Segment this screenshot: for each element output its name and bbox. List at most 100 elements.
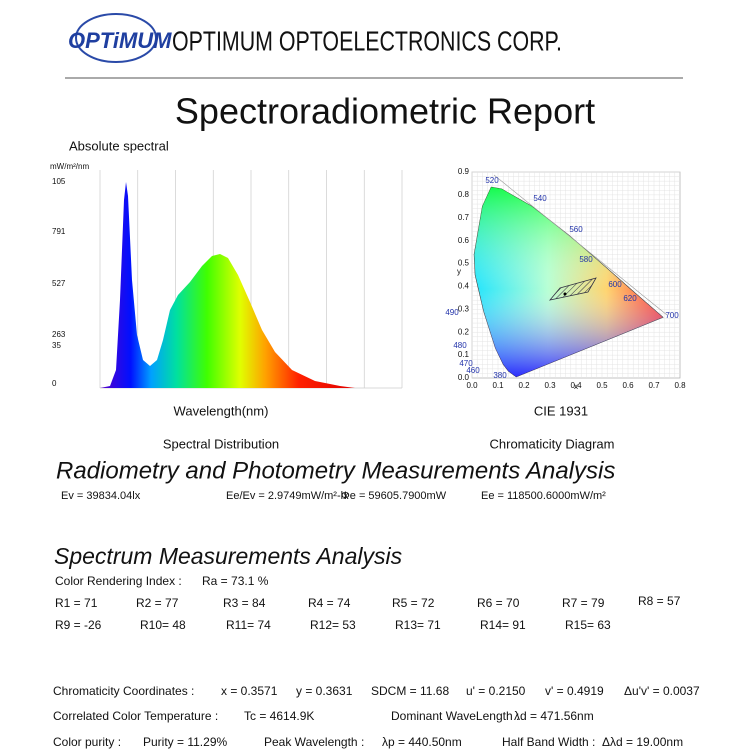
ra-value: Ra = 73.1 % bbox=[202, 574, 269, 588]
y-tick-label: 35 bbox=[52, 341, 61, 350]
y-tick-label: 0.3 bbox=[458, 304, 470, 313]
purity-label: Color purity : bbox=[53, 735, 121, 749]
y-tick-label: 0.4 bbox=[458, 282, 470, 291]
hbw-value: Δλd = 19.00nm bbox=[602, 735, 683, 749]
y-tick-label: 0.9 bbox=[458, 167, 470, 176]
chromaticity-label: Chromaticity Coordinates : bbox=[53, 684, 194, 698]
radiometry-value: Ev = 39834.04lx bbox=[61, 490, 141, 502]
spectral-unit: mW/m²/nm bbox=[50, 162, 89, 171]
r-value: R6 = 70 bbox=[477, 596, 520, 610]
spectral-title: Absolute spectral bbox=[69, 138, 169, 153]
cct-value: Tc = 4614.9K bbox=[244, 709, 314, 723]
y-tick-label: 0.7 bbox=[458, 213, 470, 222]
x-tick-label: 0.0 bbox=[466, 381, 478, 390]
chromaticity-value: SDCM = 11.68 bbox=[371, 684, 449, 698]
y-tick-label: 105 bbox=[52, 177, 66, 186]
wavelength-label: 620 bbox=[623, 294, 637, 303]
r-values: R1 = 71 R2 = 77 R3 = 84 R4 = 74 R5 = 72 R6 = … bbox=[55, 594, 681, 632]
cie-caption: Chromaticity Diagram bbox=[490, 436, 615, 451]
wavelength-label: 600 bbox=[608, 280, 622, 289]
logo-swoosh bbox=[75, 13, 157, 63]
r-value: R1 = 71 bbox=[55, 596, 98, 610]
y-tick-label: 0.8 bbox=[458, 190, 470, 199]
r-value: R12= 53 bbox=[310, 618, 356, 632]
report-title: Spectroradiometric Report bbox=[175, 91, 595, 132]
dominant-label: Dominant WaveLength : bbox=[391, 709, 519, 723]
r-value: R4 = 74 bbox=[308, 596, 351, 610]
wavelength-label: 700 bbox=[665, 311, 679, 320]
chromaticity-value: u' = 0.2150 bbox=[466, 684, 526, 698]
spectrum-heading: Spectrum Measurements Analysis bbox=[54, 543, 403, 569]
chromaticity-value: x = 0.3571 bbox=[221, 684, 278, 698]
y-axis-label: y bbox=[457, 267, 461, 276]
y-tick-label: 0.5 bbox=[458, 259, 470, 268]
peak-value: λp = 440.50nm bbox=[382, 735, 462, 749]
dominant-value: λd = 471.56nm bbox=[514, 709, 594, 723]
x-tick-label: 0.8 bbox=[674, 381, 686, 390]
x-tick-label: 0.2 bbox=[518, 381, 530, 390]
logo: OPTiMUM bbox=[68, 28, 172, 53]
y-tick-label: 791 bbox=[52, 227, 66, 236]
y-tick-label: 0.2 bbox=[458, 327, 470, 336]
r-value: R8 = 57 bbox=[638, 594, 681, 608]
cie-locus bbox=[473, 186, 664, 378]
y-tick-label: 0.6 bbox=[458, 236, 470, 245]
cie-tolerance bbox=[548, 277, 597, 301]
x-tick-label: 0.6 bbox=[622, 381, 634, 390]
y-tick-label: 263 bbox=[52, 330, 66, 339]
purity-value: Purity = 11.29% bbox=[143, 735, 227, 749]
r-value: R5 = 72 bbox=[392, 596, 435, 610]
chromaticity-value: v' = 0.4919 bbox=[545, 684, 604, 698]
y-tick-label: 0.0 bbox=[458, 373, 470, 382]
wavelength-label: 380 bbox=[493, 371, 507, 380]
r-value: R15= 63 bbox=[565, 618, 611, 632]
r-value: R9 = -26 bbox=[55, 618, 102, 632]
hbw-label: Half Band Width : bbox=[502, 735, 595, 749]
cie-tangent bbox=[493, 174, 668, 316]
spectral-caption: Spectral Distribution bbox=[163, 436, 279, 451]
spectrum-curve bbox=[100, 182, 355, 388]
wavelength-label: 470 bbox=[459, 359, 473, 368]
r-value: R7 = 79 bbox=[562, 596, 605, 610]
chromaticity-values: x = 0.3571 y = 0.3631 SDCM = 11.68 u' = 0.2… bbox=[221, 684, 700, 698]
x-tick-label: 0.5 bbox=[596, 381, 608, 390]
x-axis-label: x bbox=[574, 382, 578, 391]
r-value: R14= 91 bbox=[480, 618, 526, 632]
r-value: R13= 71 bbox=[395, 618, 441, 632]
spectral-x-label: Wavelength(nm) bbox=[174, 403, 269, 418]
wavelength-label: 480 bbox=[453, 341, 467, 350]
radiometry-value: Φe = 59605.7900mW bbox=[341, 490, 447, 502]
cie-point bbox=[563, 292, 567, 296]
radiometry-value: Ee = 118500.6000mW/m² bbox=[481, 490, 606, 502]
y-tick-label: 0.1 bbox=[458, 350, 470, 359]
cie-title: CIE 1931 bbox=[534, 403, 588, 418]
radiometry-value: Ee/Ev = 2.9749mW/m²-lx bbox=[226, 490, 349, 502]
company-name: OPTIMUM OPTOELECTRONICS CORP. bbox=[172, 25, 562, 56]
wavelength-label: 580 bbox=[579, 255, 593, 264]
x-tick-label: 0.4 bbox=[570, 381, 582, 390]
cri-label: Color Rendering Index : bbox=[55, 574, 182, 588]
chromaticity-value: Δu'v' = 0.0037 bbox=[624, 684, 700, 698]
x-tick-label: 0.7 bbox=[648, 381, 660, 390]
wavelength-label: 490 bbox=[445, 308, 459, 317]
r-value: R11= 74 bbox=[226, 618, 271, 632]
peak-label: Peak Wavelength : bbox=[264, 735, 364, 749]
r-value: R10= 48 bbox=[140, 618, 186, 632]
x-tick-label: 0.1 bbox=[492, 381, 504, 390]
x-tick-label: 0.3 bbox=[544, 381, 556, 390]
radiometry-heading: Radiometry and Photometry Measurements A… bbox=[56, 457, 615, 484]
wavelength-label: 560 bbox=[569, 225, 583, 234]
chromaticity-value: y = 0.3631 bbox=[296, 684, 353, 698]
radiometry-values: Ev = 39834.04lx Ee/Ev = 2.9749mW/m²-lxΦe … bbox=[61, 490, 606, 502]
r-value: R2 = 77 bbox=[136, 596, 179, 610]
wavelength-label: 520 bbox=[485, 176, 499, 185]
y-tick-label: 0 bbox=[52, 379, 57, 388]
cie-shade bbox=[474, 187, 664, 377]
wavelength-label: 460 bbox=[466, 366, 480, 375]
wavelength-label: 540 bbox=[533, 194, 547, 203]
cct-label: Correlated Color Temperature : bbox=[53, 709, 218, 723]
r-value: R3 = 84 bbox=[223, 596, 266, 610]
y-tick-label: 527 bbox=[52, 279, 66, 288]
